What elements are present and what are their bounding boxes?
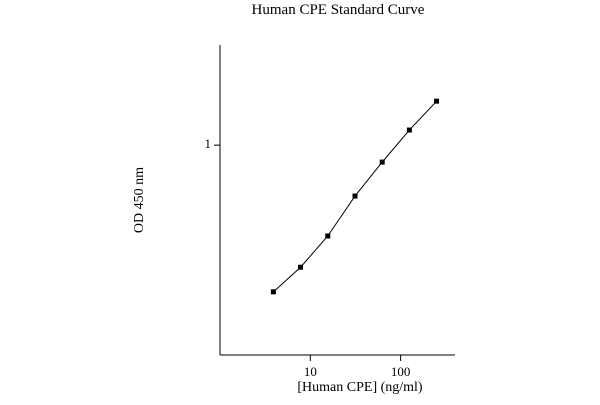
chart-title: Human CPE Standard Curve xyxy=(252,2,425,18)
point xyxy=(352,193,358,199)
x-axis-label: [Human CPE] (ng/ml) xyxy=(297,380,423,395)
x-tick-label: 100 xyxy=(391,364,411,379)
point xyxy=(298,264,304,270)
y-axis-label: OD 450 nm xyxy=(132,167,147,233)
point xyxy=(270,289,276,295)
point xyxy=(406,127,412,133)
x-tick-label: 10 xyxy=(304,364,317,379)
y-tick-label: 1 xyxy=(205,136,212,151)
point xyxy=(379,159,385,165)
point xyxy=(434,98,440,104)
point xyxy=(325,233,331,239)
